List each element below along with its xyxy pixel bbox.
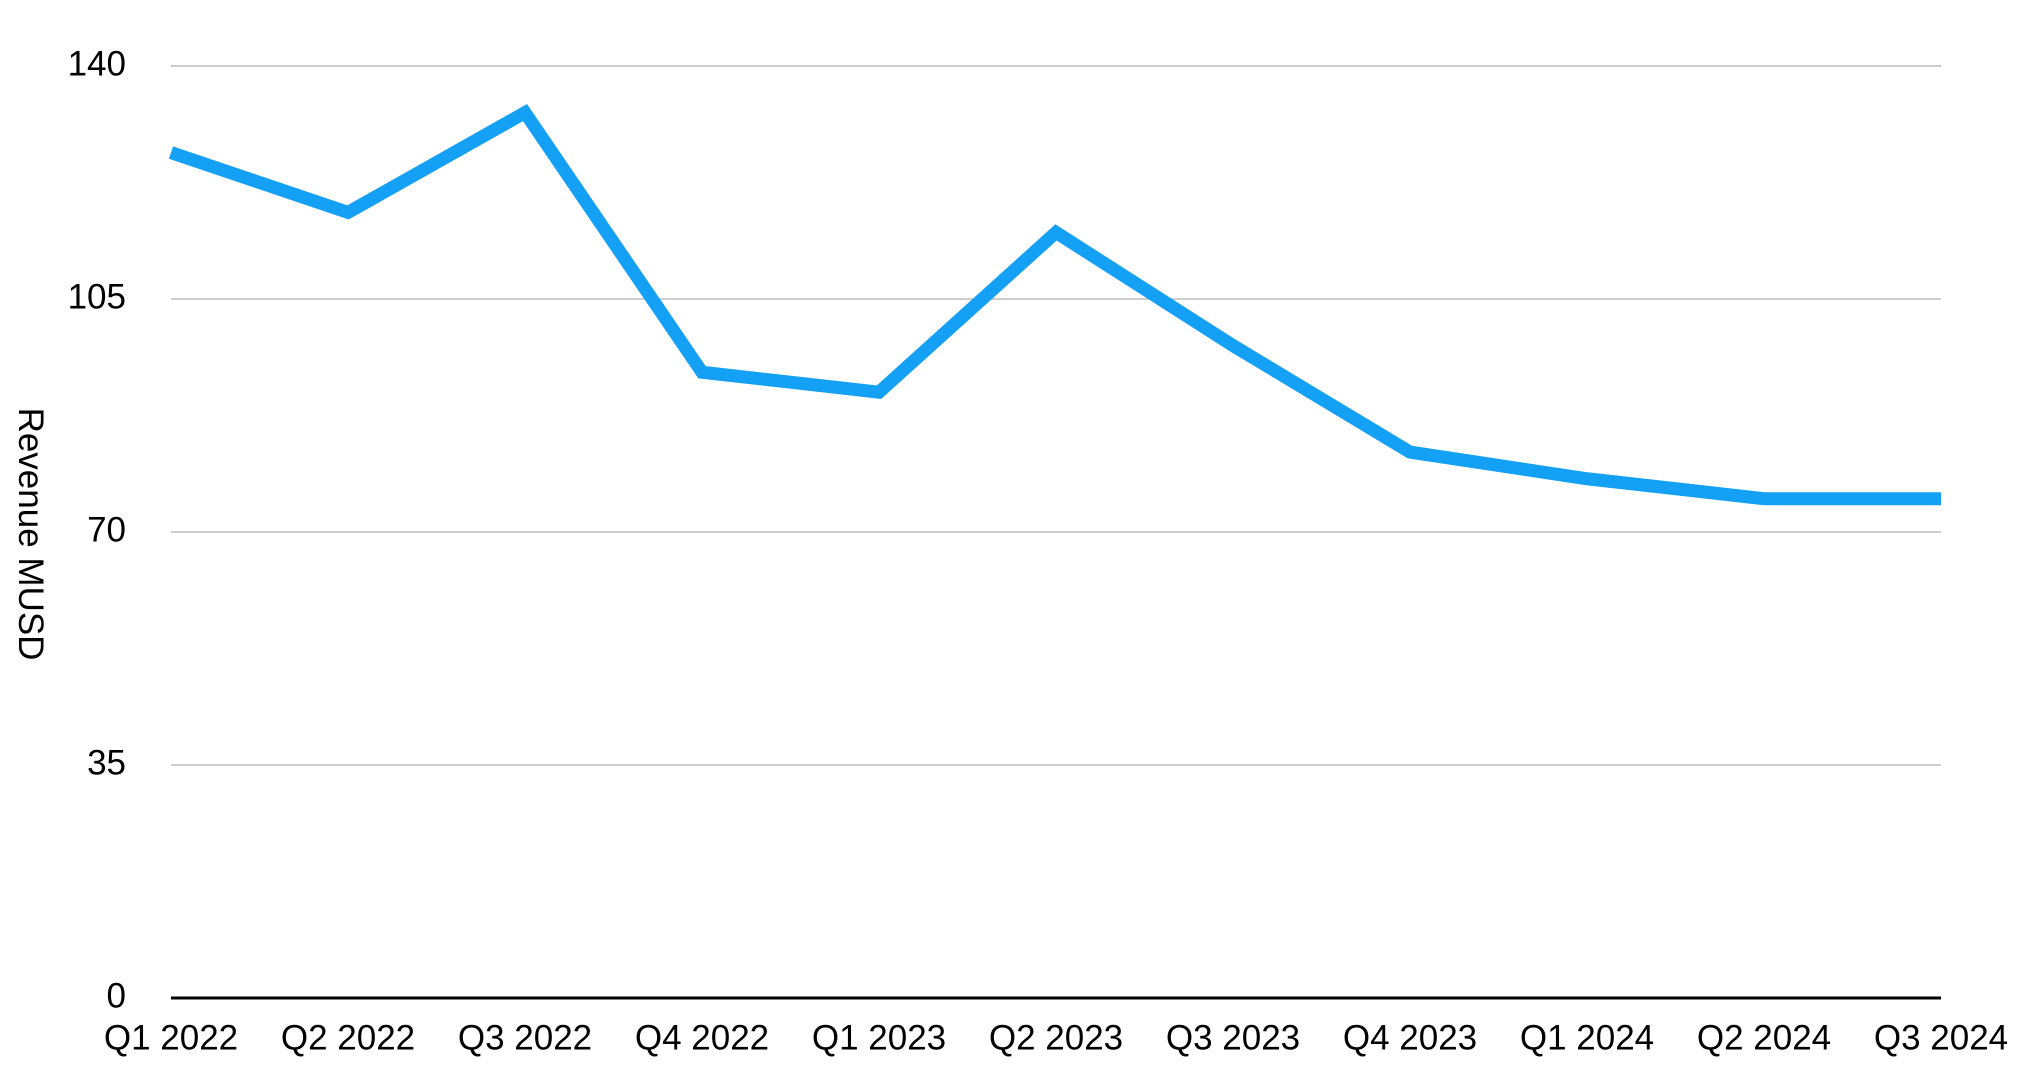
x-tick-label: Q2 2022: [281, 1018, 415, 1057]
x-tick-label: Q3 2024: [1874, 1018, 2008, 1057]
x-tick-label: Q1 2022: [104, 1018, 238, 1057]
y-axis-label: Revenue MUSD: [11, 408, 50, 661]
x-tick-label: Q4 2023: [1343, 1018, 1477, 1057]
y-tick-label: 70: [87, 510, 126, 549]
x-tick-label: Q2 2024: [1697, 1018, 1831, 1057]
x-tick-label: Q1 2023: [812, 1018, 946, 1057]
x-tick-label: Q2 2023: [989, 1018, 1123, 1057]
y-tick-label: 140: [68, 44, 126, 83]
y-tick-label: 0: [107, 976, 126, 1015]
x-tick-label: Q3 2023: [1166, 1018, 1300, 1057]
x-tick-label: Q4 2022: [635, 1018, 769, 1057]
line: [168, 104, 1941, 506]
x-tick-label: Q3 2022: [458, 1018, 592, 1057]
y-tick-label: 105: [68, 277, 126, 316]
x-tick-label: Q1 2024: [1520, 1018, 1654, 1057]
y-tick-label: 35: [87, 743, 126, 782]
